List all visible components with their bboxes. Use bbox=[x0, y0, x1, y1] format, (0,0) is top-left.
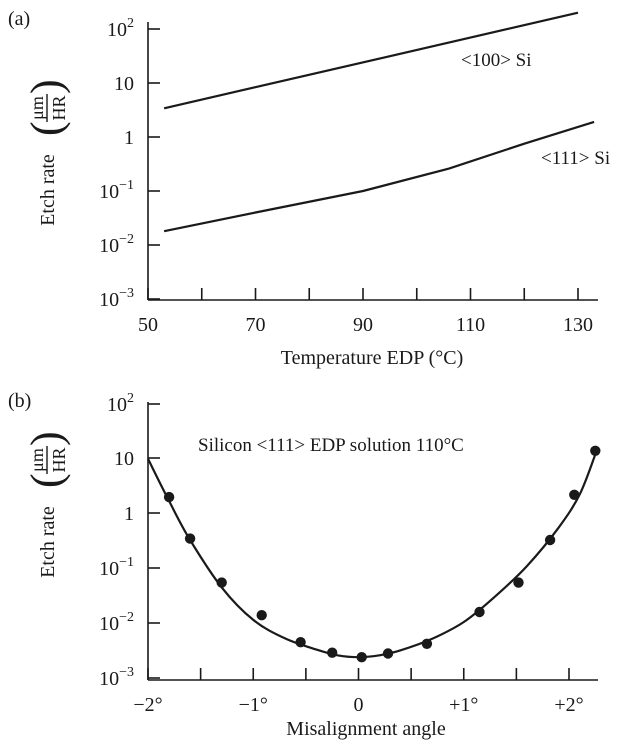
data-point-b bbox=[474, 606, 485, 618]
data-point-b bbox=[184, 533, 196, 544]
y-tick-label-a: 1 bbox=[124, 127, 134, 149]
x-tick-label-a: 110 bbox=[456, 314, 485, 336]
y-axis-unit-den-b: HR bbox=[49, 447, 69, 472]
series-label-100: <100> Si bbox=[461, 50, 532, 71]
y-axis-unit-num-a: μm bbox=[27, 96, 47, 120]
y-axis-label-b: Etch rate ( μm HR ) bbox=[22, 431, 71, 577]
series-line-a-1 bbox=[163, 120, 595, 233]
fit-curve-line-b bbox=[147, 454, 597, 659]
y-axis-unit-den-a: HR bbox=[49, 95, 69, 120]
panel-label-b: (b) bbox=[8, 390, 31, 412]
data-point-b bbox=[569, 489, 580, 500]
x-ticks-a: 50 70 90 110 130 bbox=[138, 288, 593, 336]
y-tick-label-a: 10−3 bbox=[99, 286, 134, 311]
y-axis-label-text-a: Etch rate bbox=[37, 154, 59, 226]
y-tick-label-b: 10−2 bbox=[99, 610, 134, 635]
panel-label-a: (a) bbox=[8, 8, 30, 30]
y-tick-label-a: 10−2 bbox=[99, 232, 134, 257]
y-axis-unit-num-b: μm bbox=[27, 448, 47, 472]
y-tick-label-b: 10−1 bbox=[99, 555, 134, 580]
data-point-b bbox=[421, 638, 433, 649]
y-axis-unit-paren-right-b: ) bbox=[22, 431, 71, 446]
x-tick-label-a: 130 bbox=[563, 314, 593, 336]
y-tick-label-b: 1 bbox=[124, 503, 134, 525]
y-axis-label-text-b: Etch rate bbox=[37, 506, 59, 578]
x-tick-label-b: −2° bbox=[133, 694, 162, 716]
x-axis-label-a: Temperature EDP (°C) bbox=[281, 347, 463, 369]
data-point-b bbox=[544, 534, 556, 546]
x-tick-label-b: +2° bbox=[554, 694, 583, 716]
y-axis-unit-paren-left-a: ( bbox=[22, 121, 71, 136]
y-tick-label-a: 10−1 bbox=[99, 178, 134, 203]
data-point-b bbox=[382, 648, 394, 659]
data-point-b bbox=[216, 577, 227, 588]
x-tick-label-a: 70 bbox=[246, 314, 266, 336]
annotation-b: Silicon <111> EDP solution 110°C bbox=[198, 435, 464, 456]
x-tick-label-a: 90 bbox=[353, 314, 373, 336]
data-point-b bbox=[295, 637, 306, 648]
data-point-b bbox=[513, 577, 524, 588]
y-tick-label-a: 10 bbox=[114, 73, 134, 95]
x-tick-label-b: 0 bbox=[354, 694, 364, 716]
y-axis-label-a: Etch rate ( μm HR ) bbox=[22, 79, 71, 225]
y-ticks-a: 102 10 1 10−1 10−2 10−3 bbox=[99, 16, 160, 311]
panel-a: (a) 102 10 1 10−1 10−2 10−3 50 70 90 110 130 <100… bbox=[8, 8, 610, 369]
fit-curve-b bbox=[147, 454, 597, 659]
data-point-b bbox=[163, 491, 175, 503]
y-tick-label-a: 102 bbox=[107, 16, 134, 41]
y-tick-label-b: 10−3 bbox=[99, 665, 134, 690]
x-tick-label-b: −1° bbox=[239, 694, 268, 716]
series-a bbox=[163, 11, 595, 233]
x-tick-label-b: +1° bbox=[449, 694, 478, 716]
x-ticks-b: −2° −1° 0 +1° +2° bbox=[133, 668, 584, 716]
panel-b: (b) 102 10 1 10−1 10−2 10−3 −2° −1° 0 +1° +2° Sil… bbox=[8, 390, 601, 740]
data-points-b bbox=[163, 445, 601, 663]
y-tick-label-b: 10 bbox=[114, 448, 134, 470]
x-axis-label-b: Misalignment angle bbox=[286, 718, 446, 740]
series-label-111: <111> Si bbox=[541, 148, 610, 169]
data-point-b bbox=[356, 652, 367, 663]
y-axis-unit-paren-right-a: ) bbox=[22, 79, 71, 94]
data-point-b bbox=[590, 445, 601, 456]
x-tick-label-a: 50 bbox=[138, 314, 158, 336]
data-point-b bbox=[327, 647, 338, 658]
y-ticks-b: 102 10 1 10−1 10−2 10−3 bbox=[99, 391, 160, 690]
series-line-a-0 bbox=[163, 11, 579, 110]
data-point-b bbox=[256, 610, 267, 621]
y-tick-label-b: 102 bbox=[107, 391, 134, 416]
y-axis-unit-paren-left-b: ( bbox=[22, 473, 71, 488]
